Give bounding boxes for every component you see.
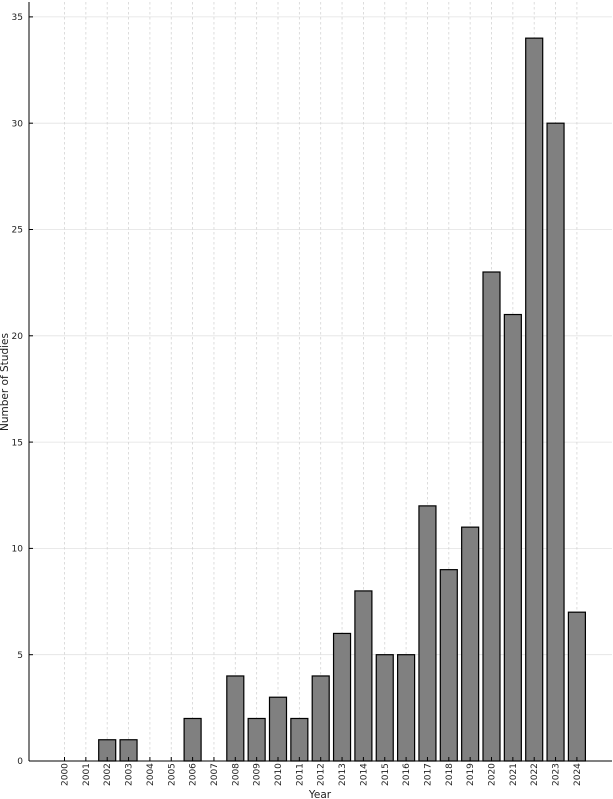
- bar-2024: [567, 611, 587, 762]
- bar-2023: [546, 122, 565, 762]
- bar-2006: [183, 717, 202, 762]
- x-tick-label-2022: 2022: [530, 763, 540, 786]
- x-tick-label-2002: 2002: [103, 763, 113, 786]
- x-tick-label-2007: 2007: [210, 763, 220, 786]
- x-tick-label-2020: 2020: [488, 763, 498, 786]
- bar-2010: [268, 696, 288, 762]
- y-tick-label-20: 20: [12, 332, 24, 342]
- x-tick-label-2019: 2019: [466, 763, 476, 786]
- x-tick-label-2003: 2003: [125, 763, 135, 786]
- x-tick-label-2000: 2000: [61, 763, 71, 786]
- x-tick-label-2010: 2010: [274, 763, 284, 786]
- x-tick-label-2001: 2001: [82, 763, 92, 786]
- bar-2018: [439, 569, 458, 762]
- x-tick-label-2013: 2013: [338, 763, 348, 786]
- x-tick-label-2017: 2017: [423, 763, 433, 786]
- x-tick-label-2012: 2012: [317, 763, 327, 786]
- y-tick-label-15: 15: [12, 438, 23, 448]
- axes-layer: [28, 2, 612, 762]
- x-tick-label-2004: 2004: [146, 763, 156, 786]
- y-tick-label-5: 5: [17, 651, 23, 661]
- x-tick-label-2023: 2023: [552, 763, 562, 786]
- bar-2013: [332, 632, 352, 762]
- y-tick-label-30: 30: [12, 119, 24, 129]
- bar-2022: [525, 37, 544, 762]
- y-tick-label-35: 35: [12, 13, 23, 23]
- bar-2011: [290, 717, 309, 762]
- x-tick-label-2006: 2006: [189, 763, 199, 786]
- y-axis-title: Number of Studies: [0, 333, 11, 431]
- labels-layer: 0 5 10 15 20 25 30 35 2000 2001 2002 2003 2004 2005 20…: [12, 13, 583, 786]
- x-tick-label-2009: 2009: [253, 763, 263, 786]
- x-tick-label-2016: 2016: [402, 763, 412, 786]
- bar-2015: [375, 654, 394, 762]
- bar-2012: [311, 675, 330, 762]
- x-tick-label-2015: 2015: [381, 763, 391, 786]
- bar-2021: [503, 313, 522, 762]
- y-tick-label-0: 0: [17, 757, 23, 767]
- bar-2008: [226, 675, 245, 762]
- bar-2017: [418, 505, 437, 762]
- bar-2014: [354, 590, 373, 762]
- bar-2020: [482, 271, 501, 762]
- x-tick-label-2014: 2014: [359, 763, 369, 786]
- x-tick-label-2018: 2018: [445, 763, 455, 786]
- x-tick-label-2024: 2024: [573, 763, 583, 786]
- bar-2016: [397, 654, 416, 762]
- x-axis-title: Year: [308, 789, 332, 799]
- x-tick-label-2008: 2008: [231, 763, 241, 786]
- bar-2019: [461, 526, 480, 762]
- y-tick-label-25: 25: [12, 226, 23, 236]
- bars-layer: [98, 37, 587, 762]
- x-tick-label-2021: 2021: [509, 763, 519, 786]
- bar-2009: [247, 717, 266, 762]
- x-tick-label-2011: 2011: [295, 763, 305, 786]
- x-tick-label-2005: 2005: [167, 763, 177, 786]
- grid-layer: [29, 2, 612, 761]
- y-tick-label-10: 10: [12, 545, 24, 555]
